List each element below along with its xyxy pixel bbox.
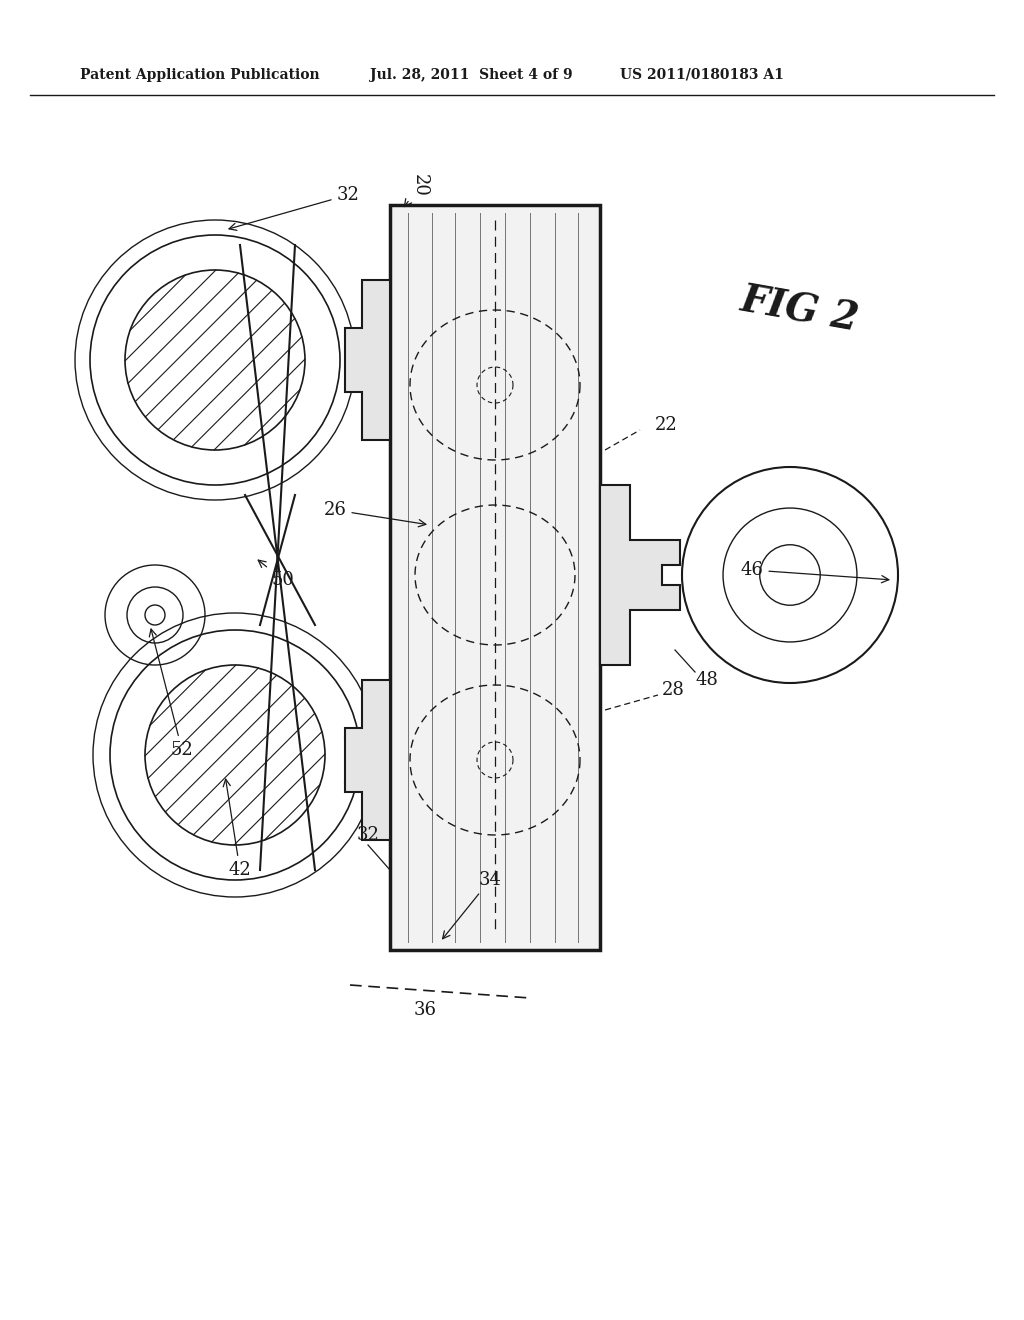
Text: 50: 50	[258, 560, 295, 589]
Text: Jul. 28, 2011  Sheet 4 of 9: Jul. 28, 2011 Sheet 4 of 9	[370, 69, 572, 82]
Text: 26: 26	[324, 502, 426, 527]
Text: 28: 28	[662, 681, 685, 700]
Polygon shape	[345, 680, 390, 840]
Text: Patent Application Publication: Patent Application Publication	[80, 69, 319, 82]
Text: 52: 52	[150, 630, 194, 759]
Text: 22: 22	[655, 416, 678, 434]
Text: 32: 32	[356, 826, 380, 843]
Text: 20: 20	[404, 173, 429, 207]
Text: 32: 32	[229, 186, 359, 231]
Bar	[390, 205, 600, 950]
Text: 34: 34	[442, 871, 502, 939]
Text: FIG 2: FIG 2	[738, 281, 862, 339]
Polygon shape	[345, 280, 390, 440]
Text: 36: 36	[414, 1001, 436, 1019]
Text: 42: 42	[223, 779, 251, 879]
Text: US 2011/0180183 A1: US 2011/0180183 A1	[620, 69, 784, 82]
Text: 46: 46	[740, 561, 889, 583]
Polygon shape	[600, 484, 680, 665]
Text: 48: 48	[695, 671, 718, 689]
